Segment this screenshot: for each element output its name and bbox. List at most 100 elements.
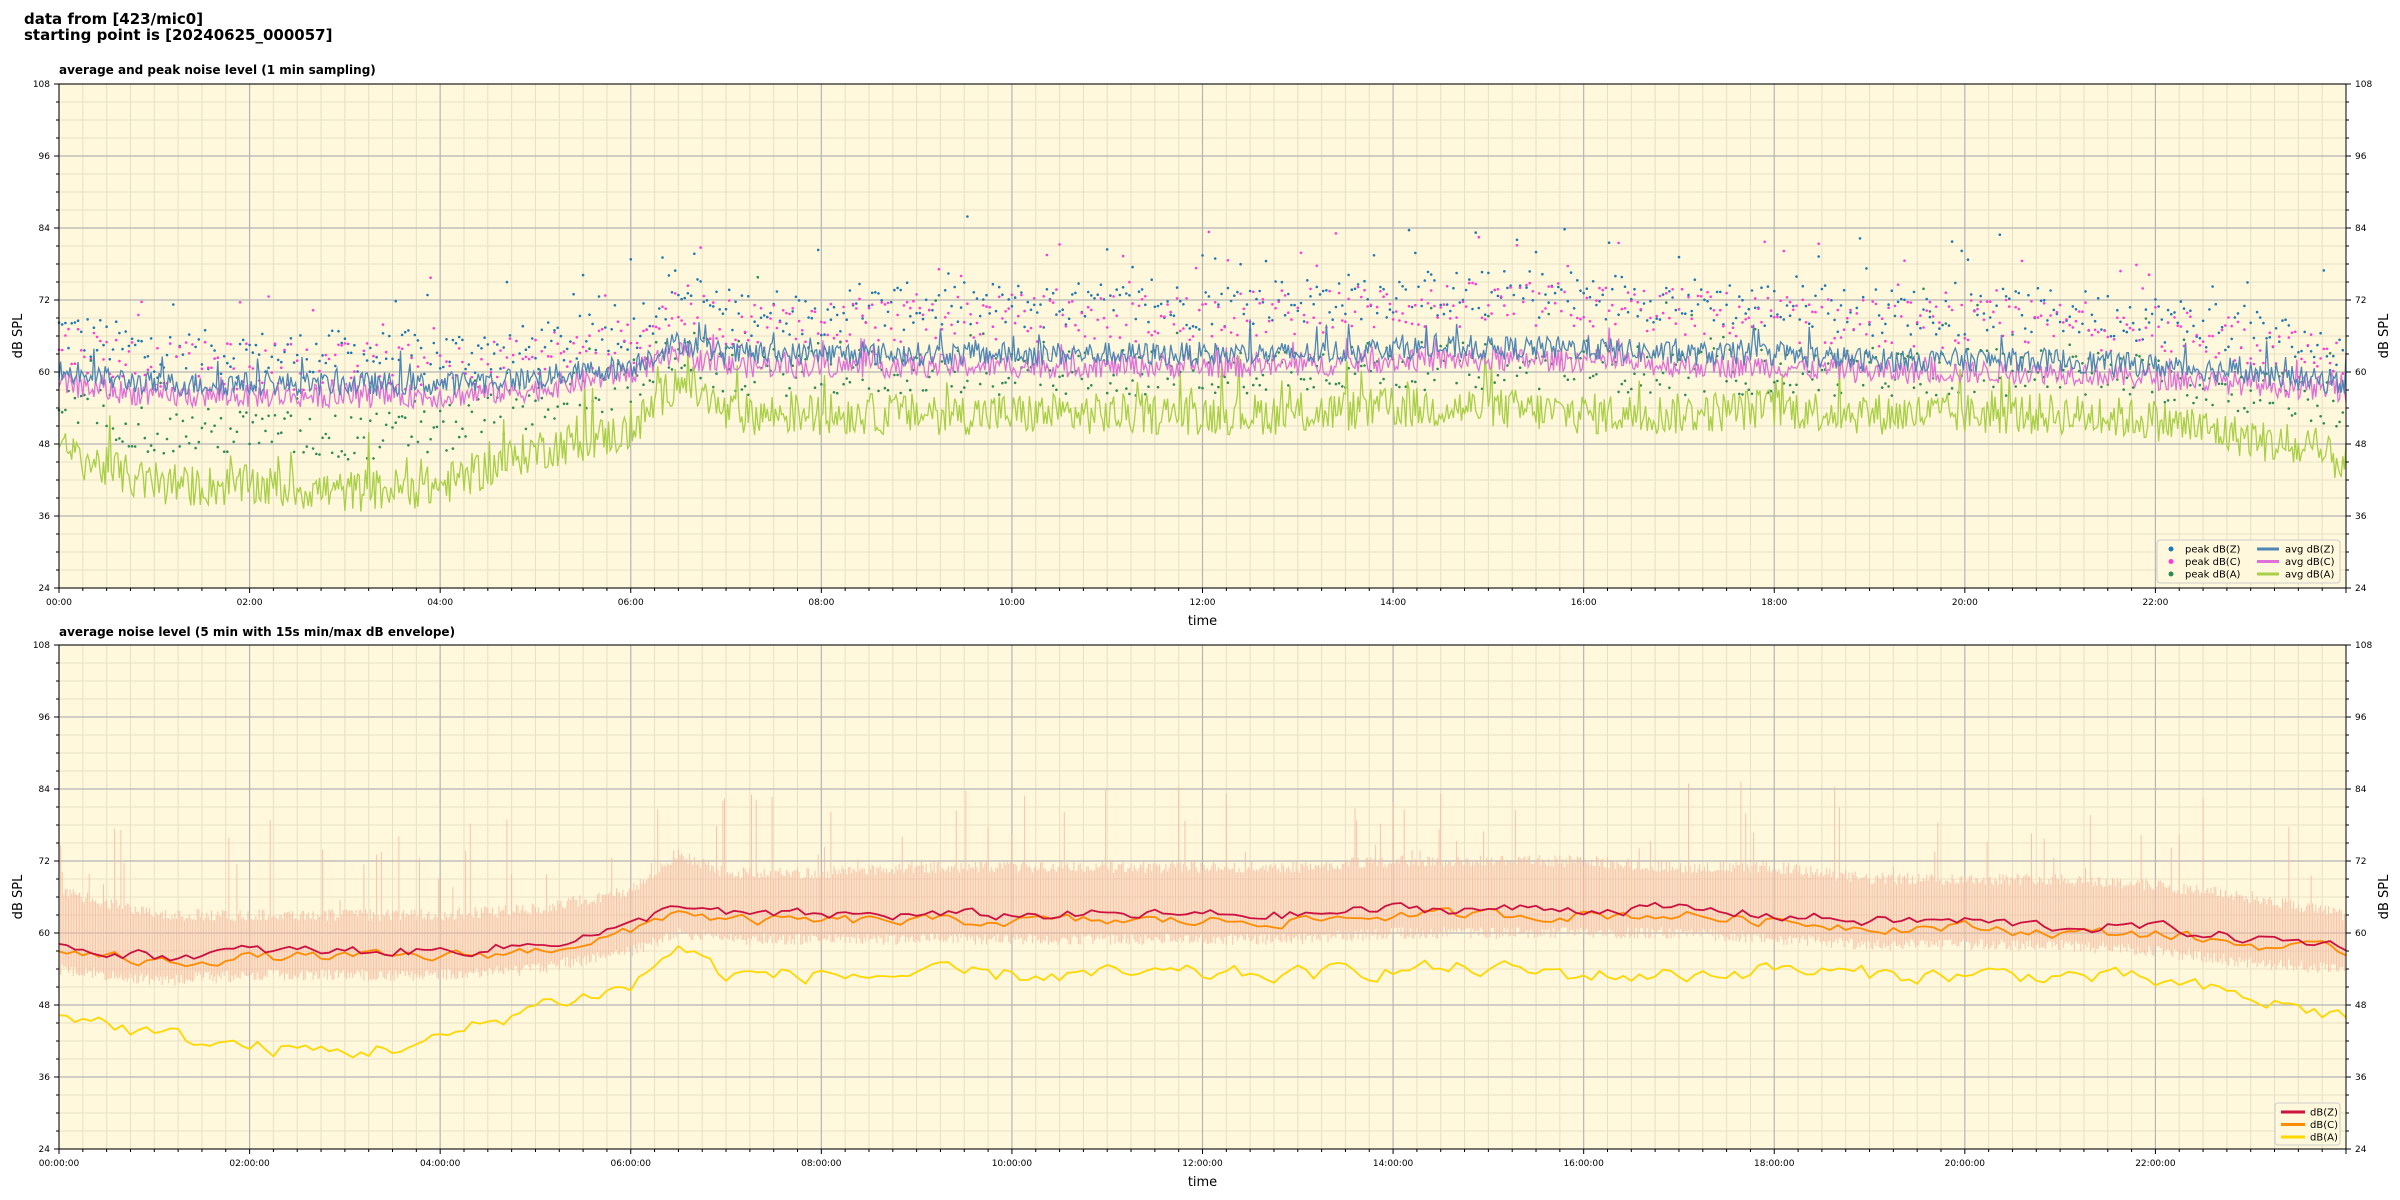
peak-point [1337,382,1341,385]
peak-point [2230,393,2233,396]
peak-point [607,353,610,356]
peak-point [124,363,127,367]
peak-point [2220,382,2224,386]
peak-point [1013,381,1017,385]
peak-point [686,284,690,288]
peak-point [1988,316,1992,319]
peak-point [543,367,547,371]
peak-point [2128,306,2132,309]
peak-point [1893,304,1897,308]
peak-point [194,446,197,450]
x-tick-label: 18:00:00 [1754,1159,1795,1169]
peak-point [1236,290,1239,294]
peak-point [2322,422,2326,425]
peak-point [1201,386,1204,390]
peak-point [1410,305,1414,309]
peak-point [454,420,458,424]
peak-point [1896,283,1900,287]
peak-point [1912,290,1916,294]
peak-point [1614,322,1617,326]
peak-point [1233,294,1236,298]
peak-point [734,300,737,304]
peak-point [1426,270,1430,274]
peak-point [502,366,506,370]
peak-point [2131,386,2135,389]
peak-point [1963,333,1967,336]
peak-point [1766,285,1770,288]
peak-point [1099,283,1103,287]
peak-point [1379,381,1382,385]
peak-point [283,348,286,352]
peak-point [2096,330,2100,334]
peak-point [448,403,452,407]
peak-point [1455,271,1458,275]
peak-point [175,355,178,359]
peak-point [1992,310,1995,314]
peak-point [2065,318,2068,321]
peak-point [2255,344,2259,347]
peak-point [1077,354,1080,358]
peak-point [2325,355,2329,358]
peak-point [1938,321,1941,324]
peak-point [543,415,547,419]
peak-point [187,333,191,336]
peak-point [2319,415,2322,418]
peak-point [1633,287,1636,291]
peak-point [340,450,344,453]
peak-point [2052,308,2056,312]
peak-point [1188,338,1192,342]
peak-point [715,337,718,340]
peak-point [1763,240,1766,244]
peak-point [835,333,839,337]
peak-point [397,346,401,349]
peak-point [1455,381,1458,385]
peak-point [2160,345,2164,348]
peak-point [216,356,220,360]
peak-point [572,292,575,296]
peak-point [1194,266,1198,270]
peak-point [664,318,667,321]
peak-point [2157,325,2160,329]
peak-point [1061,308,1064,312]
peak-point [1734,379,1738,383]
peak-point [2023,327,2027,330]
peak-point [486,362,490,366]
y-tick-label-right: 24 [2355,1145,2367,1155]
peak-point [851,302,855,306]
peak-point [2179,300,2183,303]
peak-point [311,447,315,450]
peak-point [727,299,731,302]
peak-point [2116,316,2119,320]
peak-point [2293,355,2297,359]
peak-point [1363,364,1366,367]
peak-point [1321,353,1325,356]
peak-point [540,350,544,353]
peak-point [1684,312,1687,316]
peak-point [1766,296,1770,300]
peak-point [1223,325,1226,329]
peak-point [1391,311,1395,314]
peak-point [1915,321,1919,324]
peak-point [197,440,201,444]
peak-point [1614,274,1617,278]
peak-point [1468,278,1471,281]
peak-point [1880,386,1884,389]
peak-point [1344,312,1347,316]
peak-point [203,328,207,332]
peak-point [184,341,188,344]
peak-point [781,329,785,333]
peak-point [1861,295,1865,299]
peak-point [330,329,334,333]
peak-point [73,362,77,366]
peak-point [1541,310,1544,313]
peak-point [1665,301,1668,304]
peak-point [550,339,553,343]
peak-point [921,317,925,321]
peak-series-peakdbz [57,215,2345,380]
peak-point [1826,312,1830,315]
peak-point [1363,279,1366,283]
peak-point [562,402,566,406]
peak-point [168,342,172,345]
peak-point [346,457,350,461]
peak-point [254,414,258,417]
